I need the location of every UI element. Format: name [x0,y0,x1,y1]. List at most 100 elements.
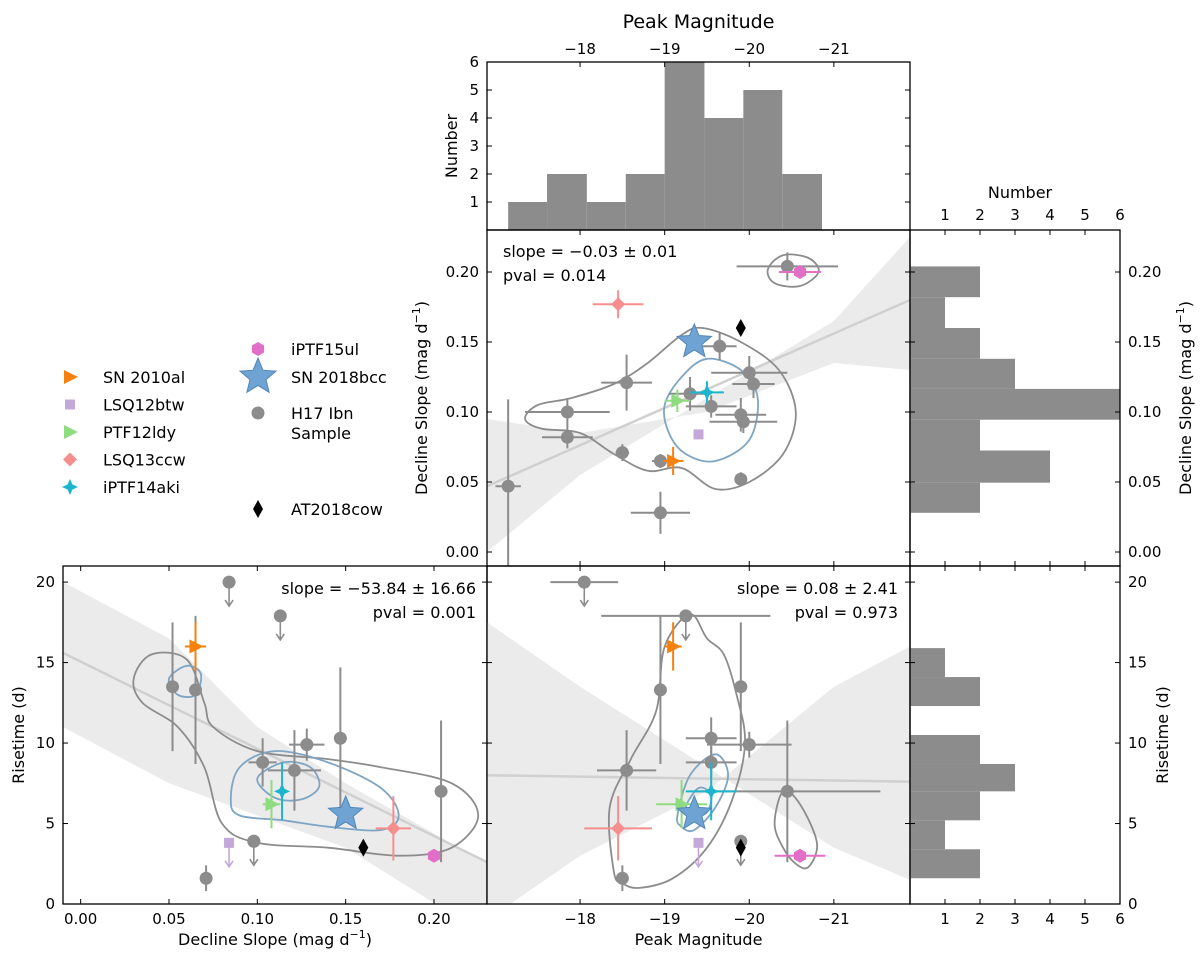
legend-label: LSQ12btw [103,396,185,415]
right-histogram-risetime-panel: 1 2 3 4 5 60 5 10 15 20 Risetime (d) [909,565,1172,928]
mag_vs_decline-y-tick-label: 0.10 [446,403,479,421]
decline-rise-xlabel-superscript: −1 [349,928,365,941]
right_hist_decline-x-tick-label: 5 [1080,206,1090,224]
mag_vs_decline-y-tick-label: 0.05 [446,473,479,491]
iptf14aki-point [274,783,291,800]
decline-rise-xlabel-part: ) [366,930,372,949]
lsq12btw-upper-limit-arrow-head [693,860,704,869]
histogram-bar [625,174,665,230]
density-contour [663,357,759,463]
lsq12btw-point [693,837,704,848]
top-histogram-y-tick-label: 3 [469,137,479,155]
density-contour [132,651,480,857]
top-histogram-x-tick-label: −18 [564,40,596,58]
right_hist_decline-y-tick-label: 0.10 [1128,403,1161,421]
histogram-bar [910,849,980,879]
histogram-bar [910,419,980,451]
mag_vs_rise-x-tick-label: −19 [649,910,681,928]
histogram-bar [910,388,1120,420]
histogram-bar [910,791,980,821]
mag_vs_decline-plot-area [487,237,910,566]
right_hist_decline-x-tick-label: 6 [1115,206,1125,224]
h17-upper-limit-arrow-head [249,858,259,867]
mag_vs_decline-annotation: pval = 0.014 [503,266,606,285]
h17-point [560,430,574,444]
h17-point [780,259,794,273]
decline-rise-xlabel: Decline Slope (mag d−1) [178,928,372,949]
decline_vs_rise-x-tick-label: 0.15 [329,910,362,928]
right-histogram-decline-panel: 1 2 3 4 5 6 0.00 0.05 0.10 0.15 0.20 Number Decline … [909,183,1195,567]
decline_vs_rise-y-tick-label: 0 [45,895,55,913]
legend-marker-at2018cow [253,500,263,518]
mag_vs_rise-x-tick-label: −18 [564,910,596,928]
histogram-bar [910,450,1050,483]
h17-point [653,683,667,697]
histogram-bar [547,174,587,230]
h17-point [560,405,574,419]
legend-marker-sn2010al [64,370,78,384]
right_hist_rise-x-tick-label: 5 [1080,910,1090,928]
top-histogram-y-tick-label: 5 [469,81,479,99]
h17-upper-limit-arrow-head [275,633,285,642]
decline_vs_rise-x-tick-label: 0.00 [64,910,97,928]
right-histogram-decline-ylabel: Decline Slope (mag d−1) [1174,301,1195,495]
iptf14aki-point [698,384,715,401]
density-contour [607,613,746,889]
top-histogram-x-tick-label: −20 [733,40,765,58]
decline_vs_rise-plot-area [63,575,487,904]
legend-marker-lsq13ccw [63,452,77,467]
right_hist_decline-y-tick-label: 0.05 [1128,473,1161,491]
mag-rise-xlabel: Peak Magnitude [635,930,763,949]
top-histogram-y-tick-label: 1 [469,193,479,211]
sn2018bcc-point [675,794,713,830]
sn2018bcc-point [327,794,365,830]
h17-upper-limit-arrow-head [681,633,691,642]
h17-point [704,731,718,745]
right_hist_rise-x-tick-label: 1 [940,910,950,928]
histogram-bar [910,677,980,707]
h17-upper-limit-arrow-head [736,858,746,867]
top-histogram-y-tick-label: 6 [469,53,479,71]
h17-upper-limit-arrow-head [579,599,589,608]
density-contour [167,664,203,698]
h17-point [653,454,667,468]
h17-point [746,377,760,391]
sn2018bcc-point [675,322,713,358]
density-contour [766,253,820,288]
top-histogram-ylabel: Number [442,113,461,178]
legend: SN 2010al LSQ12btw PTF12ldy LSQ13ccw iPTF14a… [62,340,387,519]
h17-point [683,387,697,401]
mag_vs_rise-x-tick-label: −20 [733,910,765,928]
histogram-bar [782,174,823,230]
h17-point [734,680,748,694]
iptf15ul-point [427,848,441,863]
right-histogram-decline-ylabel-part: Decline Slope (mag d [1176,324,1195,495]
decline_vs_rise-y-tick-label: 15 [36,654,55,672]
top-histogram-panel: −18 −19 −20 −21 1 2 3 4 5 6 Peak Magnitude Number [442,11,911,231]
h17-point [166,680,180,694]
right_hist_decline-x-tick-label: 1 [940,206,950,224]
right-histogram-xlabel: Number [988,183,1053,202]
mag_vs_rise-plot-area [487,575,910,904]
mag-decline-ylabel-superscript: −1 [410,307,423,323]
h17-point [620,376,634,390]
top-histogram-y-tick-label: 4 [469,109,479,127]
decline_vs_rise-x-tick-label: 0.10 [241,910,274,928]
top-histogram-x-tick-label: −21 [818,40,850,58]
right_hist_rise-y-tick-label: 5 [1128,815,1138,833]
histogram-bar [910,763,1015,792]
h17-point [734,472,748,486]
legend-label: iPTF14aki [103,478,180,497]
mag-decline-ylabel-part: Decline Slope (mag d [412,324,431,495]
h17-point [300,738,314,752]
fit-line [487,773,910,783]
decline_vs_rise-annotation: slope = −53.84 ± 16.66 [281,579,476,598]
h17-point [653,506,667,520]
legend-label: SN 2010al [103,368,185,387]
legend-label: iPTF15ul [291,340,359,359]
right_hist_rise-x-tick-label: 3 [1010,910,1020,928]
h17-point [615,446,629,460]
histogram-bar [910,358,1015,389]
legend-marker-sn2018bcc [238,356,278,394]
